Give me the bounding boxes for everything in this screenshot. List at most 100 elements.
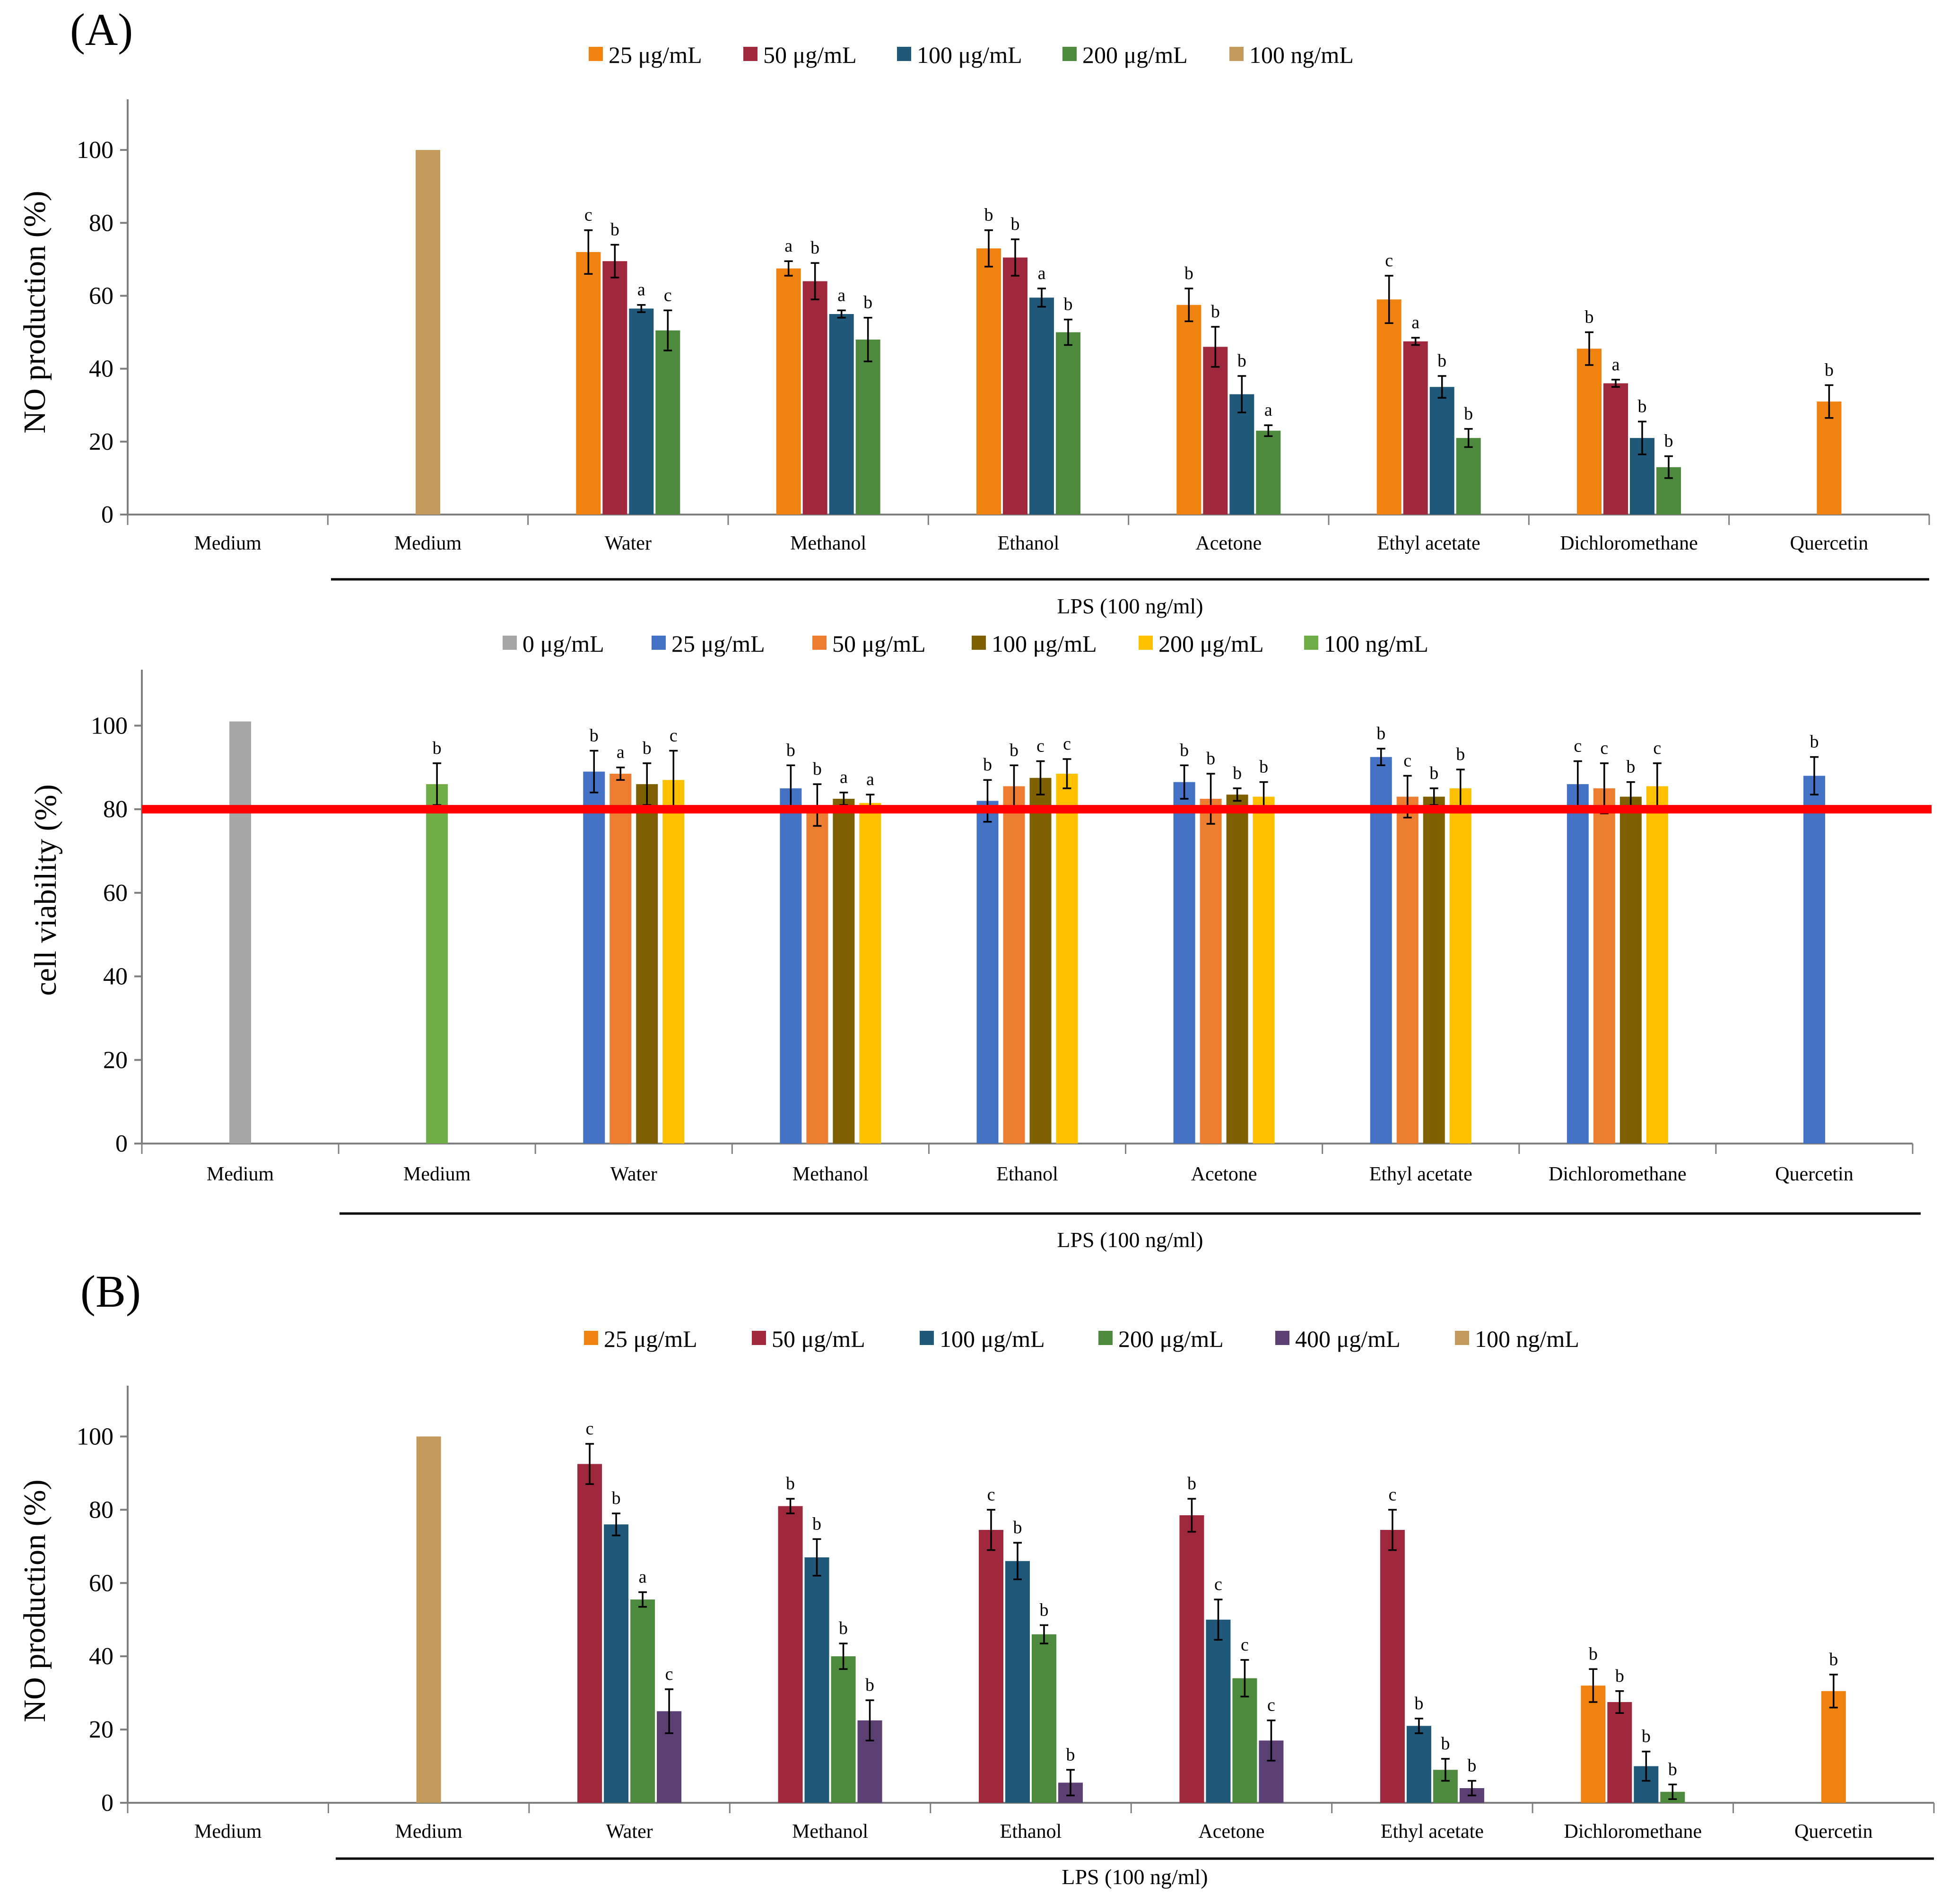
bar	[831, 1656, 856, 1803]
legend-label: 200 μg/mL	[1118, 1326, 1224, 1352]
y-tick-label: 40	[89, 1643, 113, 1670]
significance-letter: b	[1259, 757, 1268, 777]
y-tick-label: 60	[89, 1570, 113, 1597]
significance-letter: b	[865, 1675, 874, 1695]
category-label: Dichloromethane	[1564, 1821, 1702, 1843]
significance-letter: b	[612, 1488, 621, 1508]
category-label: Ethanol	[1000, 1821, 1062, 1843]
significance-letter: b	[1187, 1474, 1196, 1494]
y-axis-title: NO production (%)	[17, 191, 52, 433]
bar	[802, 281, 827, 515]
significance-letter: a	[1038, 263, 1046, 283]
bar	[1370, 757, 1392, 1144]
significance-letter: a	[1411, 313, 1419, 332]
significance-letter: b	[984, 205, 993, 225]
category-label: Dichloromethane	[1560, 533, 1698, 554]
bar	[806, 805, 828, 1144]
category-label: Acetone	[1191, 1163, 1257, 1185]
bar	[976, 801, 999, 1144]
bar	[416, 1436, 441, 1803]
y-axis-title: cell viability (%)	[28, 784, 63, 996]
category-label: Quercetin	[1790, 533, 1869, 554]
category-label: Acetone	[1198, 1821, 1264, 1843]
bar	[1179, 1515, 1204, 1803]
significance-letter: b	[1642, 1727, 1651, 1747]
category-label: Medium	[194, 533, 262, 554]
significance-letter: b	[1664, 431, 1673, 451]
legend-label: 50 μg/mL	[832, 630, 926, 657]
bar	[1005, 1561, 1030, 1803]
bar	[1029, 297, 1054, 515]
bar	[1253, 796, 1275, 1144]
y-tick-label: 100	[77, 1423, 113, 1450]
significance-letter: b	[812, 1514, 821, 1534]
bar	[1403, 341, 1428, 515]
significance-letter: c	[1267, 1695, 1275, 1715]
category-label: Water	[606, 1821, 653, 1843]
significance-letter: c	[586, 1419, 594, 1439]
category-label: Quercetin	[1794, 1821, 1873, 1843]
significance-letter: b	[1233, 763, 1242, 783]
bar	[1056, 332, 1080, 515]
bar	[1206, 1619, 1231, 1803]
bar	[629, 308, 654, 515]
significance-letter: c	[987, 1485, 995, 1504]
bar	[1803, 776, 1825, 1144]
significance-letter: b	[1184, 263, 1193, 283]
panel-a-label: (A)	[70, 4, 133, 55]
significance-letter: b	[1668, 1759, 1677, 1779]
legend-swatch	[1455, 1331, 1469, 1345]
legend-swatch	[589, 47, 603, 61]
y-tick-label: 80	[103, 796, 128, 823]
significance-letter: b	[983, 755, 992, 775]
significance-letter: c	[665, 1664, 673, 1684]
legend-label: 100 μg/mL	[940, 1326, 1045, 1352]
significance-letter: b	[433, 738, 442, 758]
legend-swatch	[1229, 47, 1244, 61]
y-tick-label: 40	[89, 356, 113, 383]
significance-letter: b	[1638, 396, 1647, 416]
bar	[1380, 1529, 1405, 1803]
category-label: Methanol	[792, 1163, 869, 1185]
no-production-chart-b: 0 20 40 60 80 100 NO production (%) Medium Mediu…	[17, 1326, 1935, 1889]
legend-label: 200 μg/mL	[1158, 630, 1264, 657]
significance-letter: c	[670, 725, 678, 745]
bar	[1029, 777, 1052, 1144]
cell-viability-chart: 0 20 40 60 80 100 cell viability (%) Medium Medi…	[28, 630, 1932, 1252]
legend-swatch	[920, 1331, 934, 1345]
significance-letter: a	[866, 769, 874, 789]
significance-letter: b	[610, 220, 619, 240]
category-label: Medium	[394, 533, 462, 554]
significance-letter: b	[1237, 351, 1246, 371]
significance-letter: b	[863, 293, 872, 313]
bar	[1567, 784, 1589, 1144]
legend-swatch	[972, 636, 986, 650]
y-tick-label: 0	[115, 1130, 128, 1157]
significance-letter: c	[1574, 736, 1582, 756]
significance-letter: b	[1467, 1756, 1476, 1776]
significance-letter: b	[1211, 302, 1220, 322]
bar	[662, 780, 685, 1144]
significance-letter: b	[1429, 763, 1438, 783]
category-label: Ethanol	[998, 533, 1060, 554]
y-tick-label: 60	[103, 880, 128, 907]
significance-letter: b	[1829, 1650, 1838, 1669]
category-label: Methanol	[792, 1821, 868, 1843]
y-tick-label: 80	[89, 1496, 113, 1523]
bar	[1821, 1691, 1846, 1803]
significance-letter: c	[1385, 251, 1393, 271]
bar	[1376, 299, 1402, 515]
significance-letter: c	[1600, 738, 1608, 758]
bar	[859, 803, 881, 1144]
significance-letter: c	[1036, 736, 1045, 756]
significance-letter: c	[1063, 734, 1071, 754]
panel-b-label: (B)	[80, 1266, 141, 1317]
legend-swatch	[743, 47, 757, 61]
significance-letter: a	[1264, 400, 1272, 420]
y-tick-label: 20	[103, 1047, 128, 1074]
bar	[583, 771, 605, 1144]
bar	[636, 784, 658, 1144]
significance-letter: b	[1010, 740, 1019, 760]
legend-label: 50 μg/mL	[772, 1326, 865, 1352]
legend-label: 25 μg/mL	[604, 1326, 697, 1352]
